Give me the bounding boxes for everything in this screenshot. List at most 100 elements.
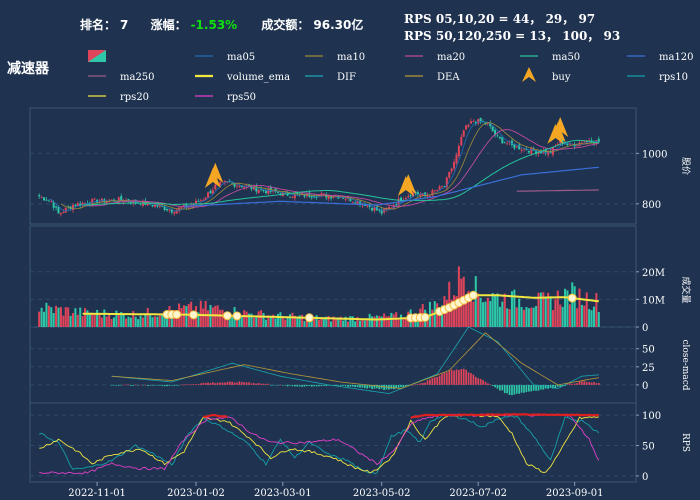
macd-hist-bar — [344, 384, 347, 387]
candle-body — [276, 192, 280, 193]
volume-bar — [252, 317, 255, 327]
macd-hist-bar — [583, 381, 586, 385]
macd-hist-bar — [581, 381, 583, 385]
candle-body — [368, 204, 371, 207]
macd-hist-bar — [209, 383, 212, 385]
macd-hist-bar — [419, 383, 422, 385]
macd-tick-label-1: 25 — [642, 363, 655, 374]
legend-item-ma50: ma50 — [520, 52, 580, 63]
volume-bar — [535, 305, 538, 327]
volume-bar — [467, 290, 470, 327]
macd-hist-bar — [277, 384, 279, 386]
candle-body — [166, 208, 169, 211]
candle-body — [71, 205, 74, 211]
candle-body — [576, 145, 579, 146]
volume-bar — [108, 314, 111, 327]
candle-body — [489, 123, 492, 127]
volume-bar — [100, 317, 103, 327]
volume-bar — [457, 266, 460, 327]
volume-bar — [284, 319, 287, 327]
macd-hist-bar — [597, 382, 600, 385]
volume-bar — [226, 315, 229, 327]
volume-bar — [40, 307, 43, 327]
candle-body — [151, 204, 154, 207]
candle-body — [93, 198, 96, 200]
macd-hist-bar — [445, 372, 448, 385]
volume-marker-10 — [420, 312, 430, 322]
candle-body — [457, 145, 460, 157]
volume-bar — [96, 309, 99, 327]
volume-marker-3 — [189, 310, 199, 320]
macd-hist-bar — [279, 384, 282, 386]
candle-body — [175, 209, 178, 214]
candle-body — [81, 202, 84, 206]
macd-hist-bar — [549, 384, 552, 388]
macd-hist-bar — [243, 382, 246, 385]
macd-hist-bar — [433, 377, 436, 385]
legend-label: ma05 — [227, 52, 255, 63]
x-tick-label-4: 2023-07-02 — [449, 488, 507, 499]
candle-body — [233, 183, 236, 187]
candle-body — [238, 185, 241, 187]
macd-hist-bar — [156, 384, 159, 386]
macd-hist-bar — [402, 384, 405, 388]
volume-bar — [351, 316, 354, 327]
macd-hist-bar — [245, 382, 248, 385]
legend-label: ma10 — [337, 52, 365, 63]
candle-body — [310, 196, 313, 198]
candle-body — [52, 202, 55, 208]
macd-hist-bar — [178, 384, 180, 386]
candle-body — [419, 194, 422, 197]
rank-label: 排名： — [80, 18, 117, 32]
volume-bar — [161, 313, 164, 327]
macd-hist-bar — [342, 384, 344, 386]
macd-hist-bar — [308, 384, 311, 386]
volume-bar — [313, 317, 316, 327]
volume-bar — [149, 315, 152, 327]
macd-hist-bar — [470, 373, 472, 385]
volume-bar — [494, 294, 497, 327]
macd-hist-bar — [564, 384, 566, 386]
candle-body — [583, 141, 586, 143]
volume-bar — [248, 313, 251, 327]
macd-hist-bar — [431, 377, 434, 385]
macd-hist-bar — [460, 369, 463, 385]
volume-bar — [250, 313, 253, 327]
legend-item-ma05: ma05 — [195, 52, 255, 63]
volume-bar — [486, 297, 489, 327]
macd-hist-bar — [378, 384, 381, 390]
macd-hist-bar — [349, 384, 352, 387]
candle-body — [344, 198, 347, 200]
macd-hist-bar — [438, 375, 441, 385]
macd-hist-bar — [224, 382, 226, 385]
macd-hist-bar — [486, 383, 489, 385]
macd-hist-bar — [511, 384, 513, 396]
macd-hist-bar — [404, 384, 407, 387]
macd-hist-bar — [175, 384, 178, 386]
volume-bar — [74, 308, 77, 327]
candle-body — [55, 206, 58, 208]
volume-bar — [202, 308, 205, 327]
macd-hist-bar — [303, 384, 306, 387]
macd-hist-bar — [453, 370, 455, 385]
volume-bar — [484, 301, 487, 327]
legend-candle-swatch-up — [88, 50, 106, 62]
rps10-line — [39, 413, 600, 474]
macd-hist-bar — [137, 384, 139, 386]
candle-body — [199, 200, 202, 202]
volume-bar — [197, 312, 200, 327]
macd-hist-bar — [578, 381, 581, 385]
volume-bar — [551, 310, 554, 327]
volume-bar — [503, 293, 506, 327]
candle-body — [366, 205, 369, 207]
macd-hist-bar — [576, 383, 578, 385]
macd-hist-bar — [383, 384, 385, 391]
volume-bar — [455, 296, 458, 327]
change-label: 涨幅： — [150, 18, 187, 32]
macd-hist-bar — [132, 384, 135, 386]
candle-body — [59, 212, 62, 215]
volume-bar — [339, 316, 342, 327]
legend-item-DEA: DEA — [405, 72, 460, 83]
macd-hist-bar — [489, 384, 492, 385]
volume-bar — [412, 316, 415, 327]
